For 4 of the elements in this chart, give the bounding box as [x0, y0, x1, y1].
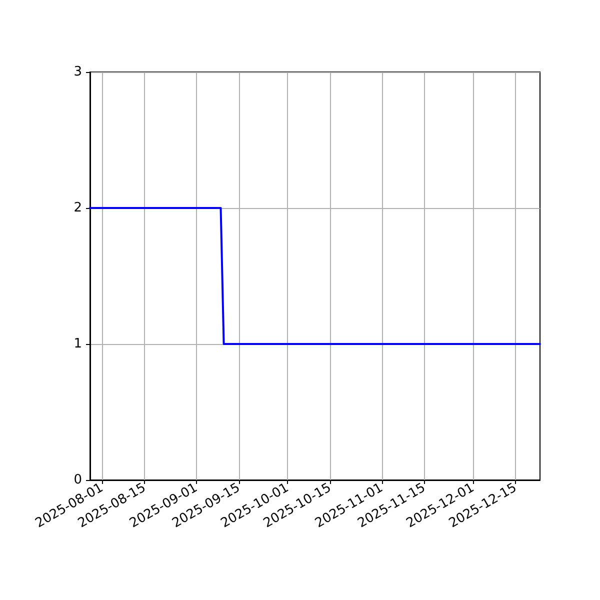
y-tick-label: 3 — [74, 64, 82, 80]
y-tick-label: 0 — [74, 472, 82, 488]
y-tick-label: 2 — [74, 200, 82, 216]
y-tick-label: 1 — [74, 336, 82, 352]
